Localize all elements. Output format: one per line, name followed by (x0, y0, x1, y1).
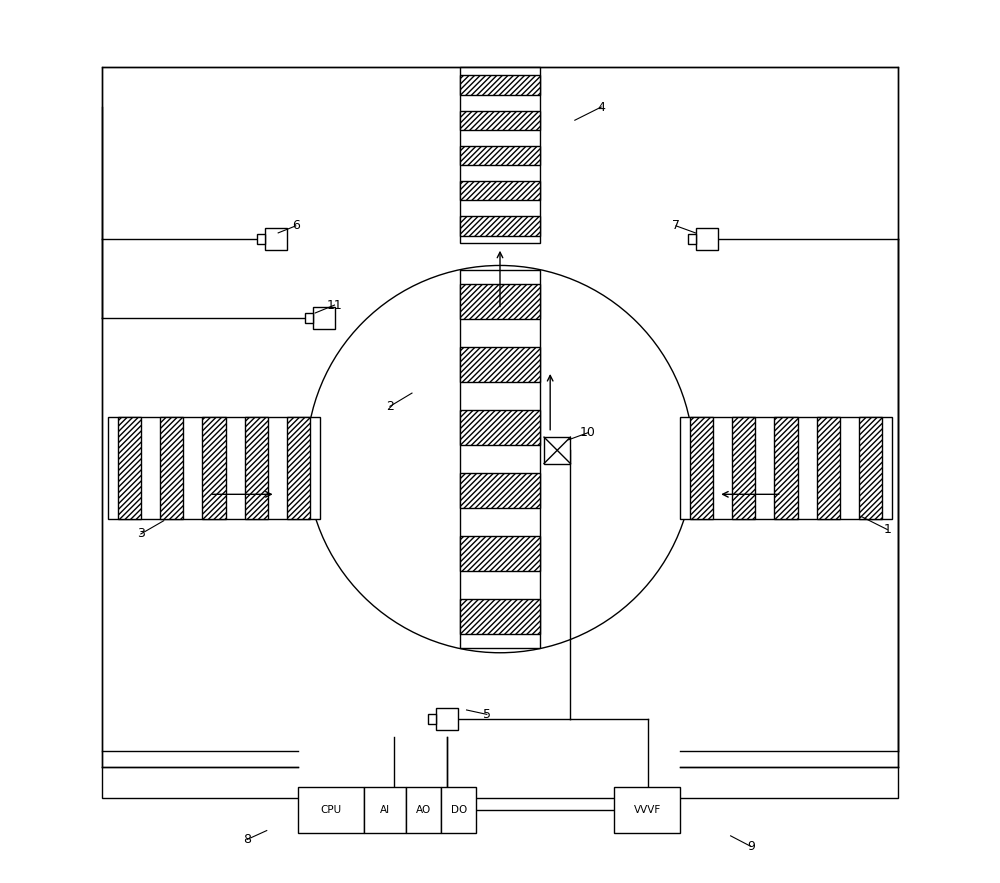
Bar (102, 67, 898, 798)
Text: 9: 9 (747, 840, 755, 853)
Bar (460, 600, 540, 634)
Bar (859, 418, 882, 518)
Bar (460, 536, 540, 571)
Bar (257, 234, 265, 244)
Bar (305, 313, 313, 323)
Bar (108, 418, 320, 518)
Bar (680, 418, 892, 518)
Bar (460, 146, 540, 165)
Text: 6: 6 (292, 219, 300, 232)
Bar (118, 418, 141, 518)
Bar (245, 418, 268, 518)
Bar (313, 307, 335, 329)
Bar (460, 67, 540, 244)
Bar (614, 788, 680, 834)
Text: CPU: CPU (320, 805, 341, 815)
Text: 2: 2 (386, 400, 394, 412)
Bar (460, 411, 540, 445)
Text: DO: DO (451, 805, 467, 815)
Bar (774, 418, 798, 518)
Text: 7: 7 (672, 219, 680, 232)
Text: 10: 10 (580, 426, 596, 439)
Bar (688, 234, 696, 244)
Bar (298, 788, 364, 834)
Bar (265, 228, 287, 250)
Bar (364, 788, 406, 834)
Bar (460, 216, 540, 236)
Text: 3: 3 (137, 527, 145, 540)
Bar (436, 708, 458, 729)
Circle shape (306, 266, 694, 653)
Bar (160, 418, 183, 518)
Bar (544, 437, 570, 464)
Text: 1: 1 (883, 523, 891, 536)
Bar (287, 418, 310, 518)
Text: VVVF: VVVF (634, 805, 661, 815)
Text: 11: 11 (327, 298, 342, 312)
Bar (732, 418, 755, 518)
Bar (690, 418, 713, 518)
Bar (460, 270, 540, 648)
Bar (460, 284, 540, 319)
Bar (441, 788, 476, 834)
Bar (428, 713, 436, 724)
Bar (696, 228, 718, 250)
Text: 8: 8 (243, 833, 251, 846)
Bar (460, 181, 540, 200)
Bar (406, 788, 441, 834)
Bar (460, 347, 540, 381)
Text: 5: 5 (483, 708, 491, 721)
Bar (460, 473, 540, 508)
Bar (817, 418, 840, 518)
Text: AI: AI (380, 805, 390, 815)
Bar (460, 75, 540, 94)
Text: AO: AO (416, 805, 431, 815)
Bar (460, 110, 540, 130)
Bar (202, 418, 226, 518)
Text: 4: 4 (597, 101, 605, 114)
